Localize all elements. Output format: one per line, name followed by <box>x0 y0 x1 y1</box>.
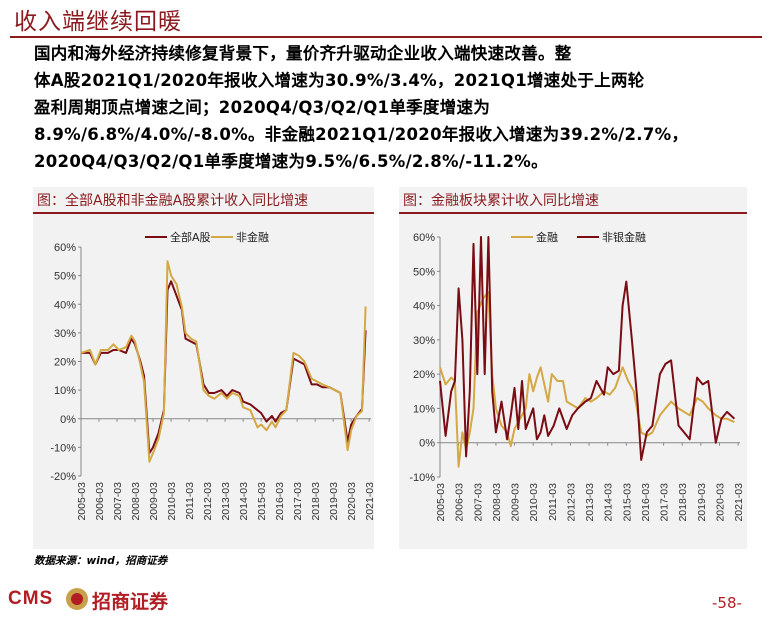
x-tick-label: 2015-03 <box>621 483 633 522</box>
x-tick-label: 2017-03 <box>659 483 671 522</box>
summary-line-5: 2020Q4/Q3/Q2/Q1单季度增速为9.5%/6.5%/2.8%/-11.… <box>34 152 548 171</box>
summary-line-1: 国内和海外经济持续修复背景下，量价齐升驱动企业收入端快速改善。整 <box>34 44 572 63</box>
y-tick-label: -10% <box>50 442 76 454</box>
legend-label: 非金融 <box>236 230 269 244</box>
x-tick-label: 2009-03 <box>510 483 522 522</box>
series-line-2 <box>439 236 736 461</box>
summary-paragraph: 国内和海外经济持续修复背景下，量价齐升驱动企业收入端快速改善。整 体A股2021… <box>34 40 759 175</box>
x-tick-label: 2020-03 <box>715 483 727 522</box>
x-tick-label: 2008-03 <box>130 482 142 521</box>
y-tick-label: 20% <box>413 369 435 381</box>
x-tick-label: 2015-03 <box>256 482 268 521</box>
x-tick-label: 2012-03 <box>565 483 577 522</box>
x-tick-label: 2010-03 <box>528 483 540 522</box>
y-tick-label: 20% <box>54 357 76 369</box>
chart-title-divider <box>33 212 374 214</box>
x-tick-label: 2011-03 <box>547 483 559 521</box>
y-tick-label: 10% <box>54 385 76 397</box>
x-tick-label: 2013-03 <box>584 483 596 522</box>
chart-title: 图：金融板块累计收入同比增速 <box>403 193 599 209</box>
y-tick-label: 30% <box>413 335 435 347</box>
x-tick-label: 2016-03 <box>640 483 652 522</box>
logo-cms-text: CMS <box>8 588 54 609</box>
x-tick-label: 2010-03 <box>166 482 178 521</box>
x-tick-label: 2018-03 <box>310 482 322 521</box>
revenue-growth-chart-all-a-shares: -20% -10% 0% 10% 20% 30% 40% 50% 60% 2005-03 2006-… <box>50 230 376 521</box>
revenue-growth-chart-financials: -10% 0% 10% 20% 30% 40% 50% 60% 2005-03 2006-03 20… <box>409 230 745 522</box>
series-line-2 <box>80 260 367 463</box>
x-tick-label: 2016-03 <box>274 482 286 521</box>
x-tick-label: 2005-03 <box>435 483 447 522</box>
x-tick-label: 2005-03 <box>76 482 88 521</box>
x-tick-label: 2008-03 <box>491 483 503 522</box>
chart-panel-financials: 图：金融板块累计收入同比增速 -10% 0% 10% 20% 30% 40% 50% 60% 2… <box>399 187 747 549</box>
y-tick-label: -10% <box>409 472 435 484</box>
title-divider <box>10 36 762 38</box>
logo-emblem-icon <box>66 588 88 610</box>
summary-line-4: 8.9%/6.8%/4.0%/-8.0%。非金融2021Q1/2020年报收入增… <box>34 125 689 144</box>
slide-title: 收入端继续回暖 <box>14 9 182 35</box>
chart-title: 图：全部A股和非金融A股累计收入同比增速 <box>37 193 309 209</box>
y-tick-label: 40% <box>413 301 435 313</box>
x-tick-label: 2018-03 <box>677 483 689 522</box>
y-tick-label: 50% <box>54 271 76 283</box>
x-tick-label: 2021-03 <box>364 482 376 521</box>
y-tick-label: 30% <box>54 328 76 340</box>
x-tick-label: 2009-03 <box>148 482 160 521</box>
x-tick-label: 2013-03 <box>220 482 232 521</box>
legend-label: 全部A股 <box>170 230 211 244</box>
chart-panel-all-a-shares: 图：全部A股和非金融A股累计收入同比增速 -20% -10% 0% 10% 20% 30%… <box>33 187 376 549</box>
x-tick-label: 2014-03 <box>238 482 250 521</box>
chart-title-divider <box>399 212 747 214</box>
data-source-note: 数据来源：wind，招商证券 <box>34 555 168 567</box>
y-tick-label: -20% <box>50 471 76 483</box>
x-tick-label: 2006-03 <box>454 483 466 522</box>
x-tick-label: 2011-03 <box>184 482 196 520</box>
y-tick-label: 50% <box>413 266 435 278</box>
y-tick-label: 40% <box>54 299 76 311</box>
legend-label: 金融 <box>536 230 558 244</box>
x-tick-label: 2014-03 <box>603 483 615 522</box>
x-tick-label: 2019-03 <box>328 482 340 521</box>
logo-chinese-text: 招商证券 <box>92 591 169 613</box>
x-tick-label: 2020-03 <box>346 482 358 521</box>
x-tick-label: 2017-03 <box>292 482 304 521</box>
y-tick-label: 60% <box>413 232 435 244</box>
x-tick-label: 2007-03 <box>112 482 124 521</box>
x-tick-label: 2019-03 <box>696 483 708 522</box>
y-tick-label: 0% <box>419 438 435 450</box>
y-tick-label: 0% <box>60 414 76 426</box>
y-tick-label: 10% <box>413 403 435 415</box>
page-number: -58- <box>712 594 742 612</box>
x-tick-label: 2006-03 <box>94 482 106 521</box>
x-tick-label: 2007-03 <box>472 483 484 522</box>
summary-line-3: 盈利周期顶点增速之间；2020Q4/Q3/Q2/Q1单季度增速为 <box>34 98 491 117</box>
legend-label: 非银金融 <box>602 230 646 244</box>
x-tick-label: 2012-03 <box>202 482 214 521</box>
series-line-1 <box>81 280 367 455</box>
x-tick-label: 2021-03 <box>733 483 745 522</box>
y-tick-label: 60% <box>54 242 76 254</box>
summary-line-2: 体A股2021Q1/2020年报收入增速为30.9%/3.4%，2021Q1增速… <box>34 71 645 90</box>
